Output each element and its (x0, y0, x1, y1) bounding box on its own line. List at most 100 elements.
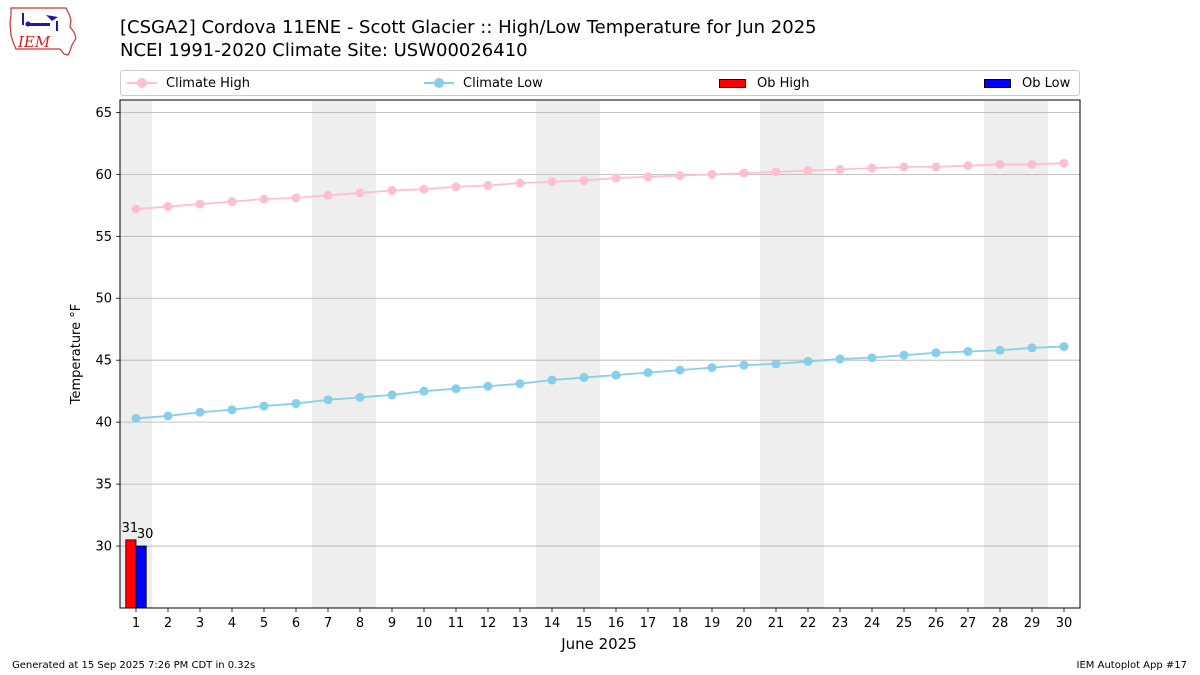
data-point (611, 370, 621, 380)
data-point (323, 395, 333, 405)
legend-label-climate-high: Climate High (166, 75, 251, 91)
legend-swatch-climate-high (127, 76, 157, 90)
generated-timestamp: Generated at 15 Sep 2025 7:26 PM CDT in … (12, 660, 256, 671)
legend: Climate High Climate Low Ob High Ob Low (120, 70, 1080, 96)
data-point (387, 390, 397, 400)
weekend-band (536, 100, 600, 608)
data-point (131, 204, 141, 214)
data-point (611, 173, 621, 183)
data-point (515, 178, 525, 188)
legend-item-ob-low: Ob Low (984, 71, 1070, 95)
data-point (899, 162, 909, 172)
ob-bar (135, 545, 147, 609)
data-point (867, 163, 877, 173)
data-point (931, 162, 941, 172)
data-point (963, 347, 973, 357)
data-point (803, 356, 813, 366)
x-tick-label: 3 (196, 616, 204, 631)
x-tick-label: 17 (640, 616, 657, 631)
x-tick-label: 6 (292, 616, 300, 631)
x-tick-label: 5 (260, 616, 268, 631)
data-point (675, 171, 685, 181)
y-tick-label: 40 (95, 416, 112, 431)
data-point (451, 182, 461, 192)
legend-label-ob-low: Ob Low (1022, 75, 1071, 91)
data-point (291, 399, 301, 409)
data-point (579, 373, 589, 383)
ob-bar (125, 539, 137, 609)
app-credit: IEM Autoplot App #17 (1076, 660, 1187, 671)
data-point (931, 348, 941, 358)
y-tick-label: 45 (95, 354, 112, 369)
x-tick-label: 4 (228, 616, 236, 631)
data-point (835, 164, 845, 174)
x-tick-label: 28 (992, 616, 1009, 631)
data-point (131, 413, 141, 423)
data-point (451, 384, 461, 394)
x-tick-label: 13 (512, 616, 529, 631)
legend-item-climate-low: Climate Low (424, 71, 543, 95)
series-line (135, 345, 1065, 420)
data-point (547, 375, 557, 385)
data-point (995, 159, 1005, 169)
legend-swatch-ob-high (719, 78, 746, 88)
y-tick-label: 60 (95, 168, 112, 183)
legend-label-ob-high: Ob High (757, 75, 810, 91)
y-tick-label: 65 (95, 106, 112, 121)
x-tick-label: 24 (864, 616, 881, 631)
x-tick-label: 2 (164, 616, 172, 631)
weekend-band (760, 100, 824, 608)
data-point (195, 407, 205, 417)
y-tick-label: 30 (95, 540, 112, 555)
chart-title: [CSGA2] Cordova 11ENE - Scott Glacier ::… (120, 17, 817, 38)
ob-bar-label: 31 (122, 521, 139, 536)
axes-frame (119, 99, 1081, 609)
y-axis-label: Temperature °F (69, 304, 84, 405)
legend-swatch-ob-low (984, 78, 1011, 88)
x-tick-label: 19 (704, 616, 721, 631)
weekend-shading (120, 100, 1048, 608)
data-point (515, 379, 525, 389)
weekend-band (120, 100, 152, 608)
legend-label-climate-low: Climate Low (463, 75, 543, 91)
y-tick-label: 55 (95, 230, 112, 245)
data-point (867, 353, 877, 363)
grid-lines (120, 111, 1080, 547)
ob-bar-label: 30 (137, 527, 154, 542)
data-point (739, 360, 749, 370)
x-tick-label: 21 (768, 616, 785, 631)
data-point (1027, 159, 1037, 169)
x-tick-label: 26 (928, 616, 945, 631)
data-point (963, 161, 973, 171)
data-point (291, 193, 301, 203)
data-point (803, 166, 813, 176)
data-point (899, 350, 909, 360)
x-tick-label: 25 (896, 616, 913, 631)
climate-lines (131, 158, 1069, 423)
x-tick-label: 8 (356, 616, 364, 631)
x-tick-label: 11 (448, 616, 465, 631)
data-point (707, 363, 717, 373)
data-point (355, 188, 365, 198)
data-point (835, 354, 845, 364)
data-point (1027, 343, 1037, 353)
data-point (323, 190, 333, 200)
legend-item-climate-high: Climate High (127, 71, 250, 95)
data-point (771, 359, 781, 369)
x-axis-label: June 2025 (560, 635, 637, 653)
x-tick-label: 18 (672, 616, 689, 631)
logo-text: IEM (17, 33, 51, 51)
data-point (707, 169, 717, 179)
plot-frame (119, 99, 1081, 609)
data-point (771, 167, 781, 177)
y-tick-label: 50 (95, 292, 112, 307)
data-point (547, 177, 557, 187)
chart-subtitle: NCEI 1991-2020 Climate Site: USW00026410 (120, 40, 528, 61)
data-point (227, 405, 237, 415)
data-point (1059, 158, 1069, 168)
data-point (995, 345, 1005, 355)
data-point (163, 411, 173, 421)
data-point (195, 199, 205, 209)
